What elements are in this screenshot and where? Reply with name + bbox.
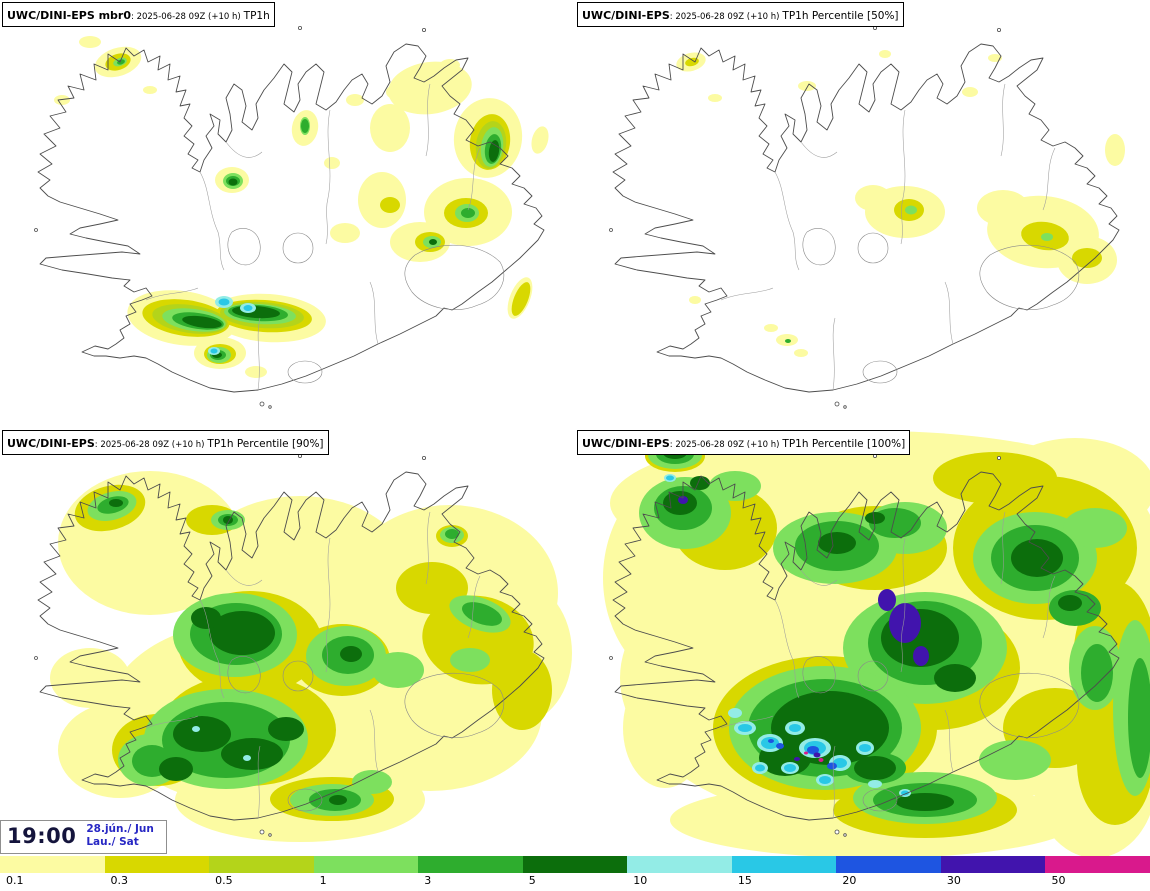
legend-swatch xyxy=(522,856,628,874)
legend-segment: 15 xyxy=(731,856,837,891)
legend-label: 15 xyxy=(731,873,837,891)
legend-label: 30 xyxy=(940,873,1046,891)
map-member-mbr0 xyxy=(34,25,549,409)
panel-percentile-100: UWC/DINI-EPS: 2025-06-28 09Z (+10 h) TP1h… xyxy=(575,428,1150,856)
panel-title: UWC/DINI-EPS: 2025-06-28 09Z (+10 h) TP1h… xyxy=(577,430,911,455)
panel-title: UWC/DINI-EPS: 2025-06-28 09Z (+10 h) TP1h… xyxy=(577,2,904,27)
panel-title-run: : 2025-06-28 09Z (+10 h) xyxy=(669,12,780,22)
legend-swatch xyxy=(940,856,1046,874)
legend-label: 0.5 xyxy=(209,873,314,891)
panel-title-model: UWC/DINI-EPS xyxy=(582,9,670,22)
legend-swatch xyxy=(418,856,523,874)
precip-layer-15 xyxy=(210,298,253,354)
legend-swatch xyxy=(731,856,837,874)
precip-layer-50 xyxy=(804,751,824,762)
panel-title-field: TP1h xyxy=(243,10,270,22)
legend-segment: 20 xyxy=(836,856,941,891)
map-percentile-90 xyxy=(34,453,572,842)
legend-swatch xyxy=(1045,856,1150,874)
panel-title-field: TP1h Percentile [50%] xyxy=(782,10,899,22)
legend-segment: 0.3 xyxy=(104,856,210,891)
legend-swatch xyxy=(0,856,105,874)
legend-segment: 30 xyxy=(940,856,1046,891)
panel-member-mbr0: UWC/DINI-EPS mbr0: 2025-06-28 09Z (+10 h… xyxy=(0,0,575,428)
legend-label: 5 xyxy=(522,873,628,891)
panel-title-field: TP1h Percentile [90%] xyxy=(207,438,324,450)
panel-percentile-90: UWC/DINI-EPS: 2025-06-28 09Z (+10 h) TP1h… xyxy=(0,428,575,856)
legend-swatch xyxy=(836,856,941,874)
legend-label: 20 xyxy=(836,873,941,891)
legend-segment: 0.5 xyxy=(209,856,314,891)
clock-time: 19:00 xyxy=(7,824,77,849)
precip-layer-30 xyxy=(794,752,821,761)
precip-layer-20 xyxy=(768,739,837,770)
map-percentile-100 xyxy=(603,431,1150,856)
legend-label: 1 xyxy=(313,873,419,891)
legend-label: 0.3 xyxy=(104,873,210,891)
precip-layer-10 xyxy=(192,726,251,761)
map-grid: UWC/DINI-EPS mbr0: 2025-06-28 09Z (+10 h… xyxy=(0,0,1150,856)
legend-label: 3 xyxy=(418,873,523,891)
precip-layer-3 xyxy=(785,339,791,343)
legend-segment: 0.1 xyxy=(0,856,105,891)
legend-label: 0.1 xyxy=(0,873,105,891)
legend-segment: 3 xyxy=(418,856,523,891)
legend-label: 50 xyxy=(1045,873,1150,891)
legend-swatch xyxy=(313,856,419,874)
legend-swatch xyxy=(104,856,210,874)
panel-title-run: : 2025-06-28 09Z (+10 h) xyxy=(669,440,780,450)
legend-swatch xyxy=(209,856,314,874)
panel-title-field: TP1h Percentile [100%] xyxy=(782,438,906,450)
panel-title-model: UWC/DINI-EPS mbr0 xyxy=(7,9,131,22)
legend-segment: 1 xyxy=(313,856,419,891)
precip-layer-1 xyxy=(905,205,1053,241)
panel-title: UWC/DINI-EPS: 2025-06-28 09Z (+10 h) TP1h… xyxy=(2,430,329,455)
valid-time-box: 19:00 28.jún./ Jun Lau./ Sat xyxy=(0,819,167,854)
clock-date: 28.jún./ Jun xyxy=(86,822,154,835)
legend-segment: 50 xyxy=(1045,856,1150,891)
panel-title: UWC/DINI-EPS mbr0: 2025-06-28 09Z (+10 h… xyxy=(2,2,275,27)
clock-dates: 28.jún./ Jun Lau./ Sat xyxy=(86,823,154,850)
panel-title-run: : 2025-06-28 09Z (+10 h) xyxy=(131,12,241,22)
precipitation-color-scale: 0.1 0.3 0.5 1 3 5 10 15 20 30 50 xyxy=(0,856,1150,891)
panel-percentile-50: UWC/DINI-EPS: 2025-06-28 09Z (+10 h) TP1h… xyxy=(575,0,1150,428)
legend-swatch xyxy=(627,856,732,874)
panel-title-model: UWC/DINI-EPS xyxy=(7,437,95,450)
panel-title-model: UWC/DINI-EPS xyxy=(582,437,670,450)
map-percentile-50 xyxy=(609,25,1125,409)
clock-weekday: Lau./ Sat xyxy=(86,836,139,849)
precip-layer-30-patches xyxy=(678,496,929,666)
legend-segment: 5 xyxy=(522,856,628,891)
legend-segment: 10 xyxy=(627,856,732,891)
legend-label: 10 xyxy=(627,873,732,891)
panel-title-run: : 2025-06-28 09Z (+10 h) xyxy=(94,440,205,450)
